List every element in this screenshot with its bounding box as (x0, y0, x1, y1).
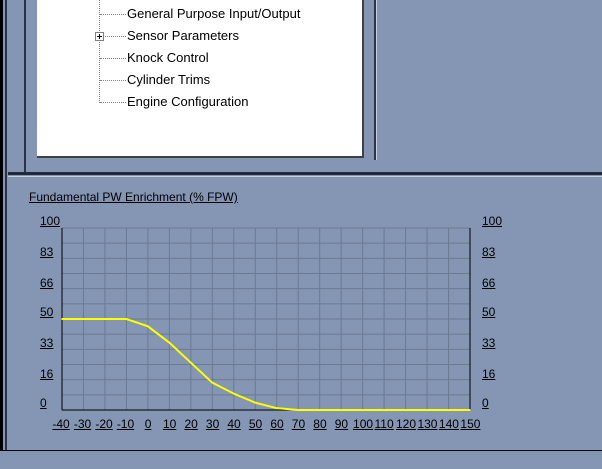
x-tick-label: 10 (162, 417, 177, 431)
tree-branch-line (100, 14, 126, 15)
x-tick-label: 90 (334, 417, 349, 431)
expand-icon[interactable] (95, 32, 104, 41)
x-tick-label: 60 (270, 417, 284, 431)
tree-branch-line (100, 58, 126, 59)
data-point (232, 392, 235, 395)
data-point (254, 401, 257, 404)
chart-title: Fundamental PW Enrichment (% FPW) (29, 190, 238, 204)
y-tick-label-right: 16 (482, 366, 496, 381)
data-point (340, 409, 342, 411)
tree-item-label: Engine Configuration (127, 94, 249, 109)
tree-branch-line (105, 36, 126, 37)
y-tick-label-right: 100 (482, 214, 503, 228)
data-point (361, 409, 364, 411)
y-tick-label-left: 100 (40, 214, 61, 228)
y-tick-label-left: 33 (40, 335, 54, 350)
settings-tree[interactable]: General Purpose Input/Output Sensor Para… (37, 0, 364, 158)
x-tick-label: -20 (95, 417, 113, 431)
data-point (404, 409, 407, 411)
x-tick-label: 0 (144, 417, 152, 431)
data-point (82, 318, 85, 320)
data-point (447, 409, 450, 411)
tree-item-label: Knock Control (127, 50, 209, 65)
y-tick-label-left: 50 (40, 305, 54, 319)
tree-item-label: General Purpose Input/Output (127, 6, 301, 21)
data-point (469, 409, 471, 411)
y-tick-label-right: 0 (482, 396, 489, 410)
tree-item-label: Cylinder Trims (127, 72, 211, 87)
x-tick-label: -30 (73, 417, 92, 431)
y-tick-label-left: 66 (40, 275, 54, 290)
data-point (168, 341, 171, 344)
data-point (275, 407, 278, 409)
x-tick-label: -40 (52, 417, 70, 431)
x-tick-label: 70 (291, 417, 306, 431)
y-tick-label-left: 0 (40, 396, 47, 410)
x-tick-label: 100 (353, 417, 374, 431)
series-line (62, 318, 470, 411)
x-tick-label: 30 (205, 417, 220, 431)
tree-connector-line (99, 0, 100, 103)
x-tick-label: 40 (227, 417, 241, 431)
x-tick-label: 140 (438, 417, 459, 431)
x-tick-label: 80 (313, 417, 327, 431)
window-frame-inner-edge (5, 0, 7, 468)
window-frame-edge (0, 0, 3, 468)
tree-frame-edge (24, 0, 26, 172)
data-point (318, 409, 321, 411)
y-tick-label-right: 66 (482, 275, 496, 290)
y-tick-label-left: 83 (40, 244, 54, 259)
data-point (426, 409, 428, 411)
data-point (104, 318, 106, 320)
data-point (383, 409, 385, 411)
data-point (147, 325, 149, 328)
status-bar (0, 450, 602, 469)
data-point (61, 318, 63, 320)
data-point (125, 318, 128, 320)
x-tick-label: -10 (116, 417, 135, 431)
x-tick-label: 130 (417, 417, 438, 431)
x-tick-label: 150 (460, 417, 481, 431)
y-tick-label-right: 83 (482, 244, 496, 259)
y-tick-label-right: 33 (482, 335, 496, 350)
tree-item-label: Sensor Parameters (127, 28, 239, 43)
splitter-vertical[interactable] (374, 0, 377, 160)
y-tick-label-right: 50 (482, 305, 496, 319)
splitter-horizontal[interactable] (8, 172, 602, 175)
y-tick-label-left: 16 (40, 366, 54, 381)
tree-branch-line (100, 102, 126, 103)
data-point (297, 409, 300, 411)
x-tick-label: 120 (395, 417, 416, 431)
x-tick-label: 50 (248, 417, 263, 431)
tree-branch-line (100, 80, 126, 81)
data-point (211, 381, 214, 384)
data-point (190, 361, 192, 364)
chart-panel (8, 176, 602, 451)
x-tick-label: 110 (374, 417, 394, 431)
x-tick-label: 20 (184, 417, 198, 431)
